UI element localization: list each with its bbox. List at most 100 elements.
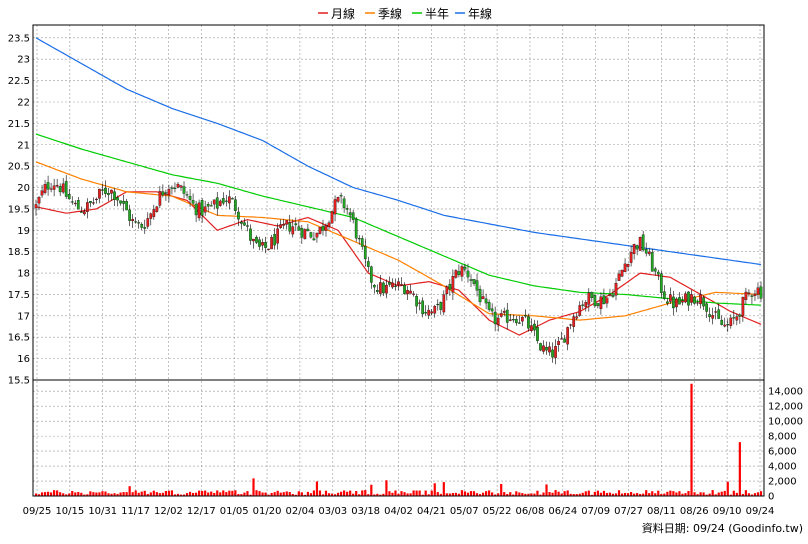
volume-tick-label: 12,000 <box>768 402 803 413</box>
candle-body <box>421 300 425 315</box>
candle-body <box>493 311 497 325</box>
volume-bar <box>669 490 672 496</box>
volume-bar <box>648 493 651 496</box>
candle-body <box>98 188 101 199</box>
candle-body <box>629 252 633 263</box>
volume-bar <box>596 490 599 496</box>
volume-bar <box>291 493 294 496</box>
candle-body <box>209 205 213 207</box>
candle-body <box>107 193 110 195</box>
volume-bar <box>324 490 328 496</box>
volume-bar <box>630 491 633 496</box>
candle-body <box>261 242 264 246</box>
volume-bar <box>566 490 569 496</box>
volume-bar <box>318 490 322 496</box>
candle-body <box>690 294 693 303</box>
volume-bar <box>717 492 720 496</box>
candle-body <box>231 198 234 200</box>
volume-bar <box>530 493 533 496</box>
volume-bar <box>539 494 542 496</box>
volume-bar <box>391 492 394 496</box>
candle-body <box>330 211 334 224</box>
legend-label-year: 年線 <box>468 6 492 21</box>
candle-body <box>267 248 270 250</box>
volume-bar <box>560 493 563 496</box>
candle-body <box>309 232 313 238</box>
candle-body <box>363 245 367 260</box>
volume-bar <box>122 492 125 496</box>
candle-body <box>34 204 38 209</box>
candle-body <box>502 310 506 313</box>
volume-bar <box>633 493 636 496</box>
candle-body <box>620 269 624 277</box>
volume-bar <box>403 492 406 496</box>
candle-body <box>475 280 479 291</box>
volume-bar <box>732 490 735 496</box>
volume-bar <box>394 490 397 496</box>
volume-bar <box>744 490 747 496</box>
candle-body <box>345 208 349 210</box>
volume-bar <box>593 491 596 496</box>
candle-body <box>40 190 44 196</box>
candle-body <box>530 325 533 331</box>
volume-bar <box>246 491 249 496</box>
volume-bar <box>258 491 261 496</box>
candle-body <box>276 228 280 244</box>
volume-bar <box>427 494 430 496</box>
legend: 月線 季線 半年 年線 <box>318 6 492 21</box>
legend-label-quarter: 季線 <box>378 6 402 21</box>
candle-body <box>662 291 666 299</box>
candle-body <box>548 346 551 353</box>
date-tick-label: 01/20 <box>253 506 282 517</box>
candle-body <box>442 294 446 313</box>
candle-body <box>611 295 615 297</box>
date-tick-label: 09/10 <box>713 506 742 517</box>
candle-body <box>385 284 388 294</box>
candle-body <box>669 294 672 302</box>
volume-bar <box>321 494 325 496</box>
data-source-label: 資料日期: 09/24 (Goodinfo.tw) <box>642 521 803 535</box>
volume-bar <box>747 493 751 496</box>
candle-body <box>699 294 702 305</box>
volume-bar <box>92 492 95 496</box>
volume-bar <box>545 484 548 496</box>
candle-body <box>82 211 86 215</box>
candle-body <box>675 298 678 308</box>
candle-body <box>427 309 431 316</box>
volume-bar <box>89 491 92 496</box>
volume-bar <box>56 490 59 496</box>
volume-bar <box>608 492 612 496</box>
volume-bar <box>50 492 53 496</box>
volume-bar <box>759 491 763 496</box>
volume-bar <box>542 492 545 496</box>
volume-bar <box>488 490 491 496</box>
candle-body <box>134 221 138 223</box>
candle-body <box>170 187 174 189</box>
volume-bar <box>527 493 530 496</box>
volume-bar <box>288 492 291 496</box>
candle-body <box>128 209 131 221</box>
volume-bar <box>349 490 352 496</box>
candle-body <box>711 315 715 319</box>
volume-bar <box>176 493 180 496</box>
volume-bar <box>71 490 74 496</box>
candle-body <box>237 211 240 220</box>
candle-body <box>348 212 352 216</box>
volume-bar <box>152 490 155 496</box>
date-tick-label: 05/22 <box>483 506 512 517</box>
candle-body <box>632 244 636 254</box>
candle-body <box>101 189 104 191</box>
plot-frame <box>32 24 765 497</box>
candle-body <box>572 316 576 327</box>
volume-bar <box>654 493 657 496</box>
volume-bar <box>415 490 418 496</box>
date-tick-label: 05/07 <box>450 506 479 517</box>
candle-body <box>647 251 651 255</box>
candle-body <box>282 223 286 226</box>
volume-bar <box>590 494 593 496</box>
candle-body <box>626 263 630 267</box>
candle-body <box>635 245 639 250</box>
candle-body <box>717 309 721 319</box>
candle-body <box>463 266 467 270</box>
